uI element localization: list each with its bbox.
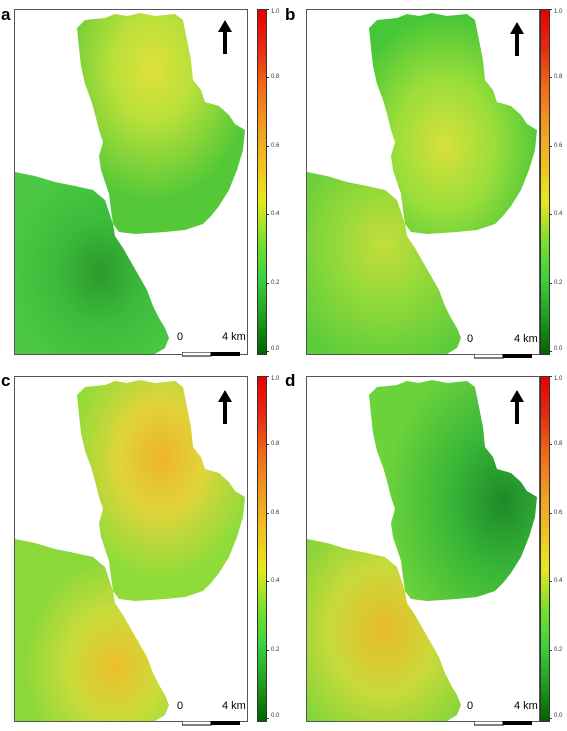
colorbar-d xyxy=(540,376,550,722)
colorbar-tick-mark xyxy=(549,718,552,719)
colorbar-tick-label: 0.8 xyxy=(271,74,280,80)
colorbar-tick-label: 0.6 xyxy=(554,510,563,516)
north-arrow-icon xyxy=(510,22,524,56)
colorbar-tick-mark xyxy=(549,77,552,78)
colorbar-tick-mark xyxy=(266,77,269,78)
colorbar-tick-label: 0.2 xyxy=(271,647,280,653)
colorbar-tick-mark xyxy=(266,214,269,215)
colorbar-tick-label: 0.2 xyxy=(554,280,563,286)
colorbar-ticks-c: 1.0 0.8 0.6 0.4 0.2 0.0 xyxy=(266,376,286,720)
north-arrow-icon xyxy=(218,20,232,54)
colorbar-tick-mark xyxy=(549,214,552,215)
scale-bar xyxy=(181,344,240,357)
map-b xyxy=(306,9,540,355)
scale-label-end: 4 km xyxy=(222,331,246,343)
map-b-canvas xyxy=(307,13,537,354)
colorbar-tick-label: 0.4 xyxy=(271,211,280,217)
colorbar-tick-mark xyxy=(266,376,269,377)
panel-letter-d: d xyxy=(285,371,296,390)
north-arrow-icon xyxy=(218,390,232,424)
colorbar-tick-label: 0.0 xyxy=(554,713,563,719)
colorbar-tick-label: 0.8 xyxy=(554,441,563,447)
colorbar-tick-label: 0.8 xyxy=(554,74,563,80)
region-north-a xyxy=(77,13,245,234)
panel-a: a 1.0 0.8 0.6 0.4 0.2 0.0 0 4 km xyxy=(0,0,283,364)
colorbar-a xyxy=(257,9,267,355)
colorbar-tick-label: 0.4 xyxy=(554,578,563,584)
panel-letter-a: a xyxy=(1,5,11,24)
region-north-b xyxy=(369,13,537,234)
colorbar-c xyxy=(257,376,267,722)
panel-letter-c: c xyxy=(1,371,11,390)
scale-label-end: 4 km xyxy=(514,700,538,712)
colorbar-tick-label: 0.6 xyxy=(271,143,280,149)
colorbar-tick-mark xyxy=(549,351,552,352)
map-d-canvas xyxy=(307,380,537,721)
colorbar-tick-mark xyxy=(549,650,552,651)
map-a xyxy=(14,9,248,355)
region-south-a xyxy=(15,172,169,354)
map-c xyxy=(14,376,248,722)
colorbar-tick-mark xyxy=(549,283,552,284)
colorbar-tick-mark xyxy=(266,283,269,284)
colorbar-tick-mark xyxy=(266,444,269,445)
colorbar-tick-label: 1.0 xyxy=(554,376,563,382)
scale-bar xyxy=(473,346,532,359)
region-south-c xyxy=(15,539,169,721)
panel-c: c 1.0 0.8 0.6 0.4 0.2 0.0 0 4 km xyxy=(0,364,283,728)
colorbar-tick-label: 0.2 xyxy=(554,647,563,653)
colorbar-tick-mark xyxy=(266,718,269,719)
scale-label-start: 0 xyxy=(177,700,184,712)
colorbar-tick-label: 0.6 xyxy=(271,510,280,516)
colorbar-tick-mark xyxy=(549,376,552,377)
colorbar-tick-label: 0.2 xyxy=(271,280,280,286)
colorbar-tick-label: 1.0 xyxy=(271,9,280,15)
region-south-b xyxy=(307,172,461,354)
panel-d: d 1.0 0.8 0.6 0.4 0.2 0.0 0 4 km xyxy=(284,364,567,728)
colorbar-tick-mark xyxy=(266,9,269,10)
scale-label-end: 4 km xyxy=(514,333,538,345)
colorbar-tick-label: 0.0 xyxy=(554,346,563,352)
colorbar-tick-label: 0.4 xyxy=(554,211,563,217)
region-north-d xyxy=(369,380,537,601)
colorbar-tick-mark xyxy=(266,146,269,147)
scale-label-start: 0 xyxy=(467,700,474,712)
colorbar-tick-mark xyxy=(266,351,269,352)
panel-letter-b: b xyxy=(285,5,296,24)
colorbar-tick-mark xyxy=(266,513,269,514)
colorbar-tick-mark xyxy=(266,650,269,651)
scale-bar xyxy=(181,713,240,726)
colorbar-tick-label: 1.0 xyxy=(271,376,280,382)
colorbar-tick-mark xyxy=(549,444,552,445)
colorbar-tick-label: 0.0 xyxy=(271,713,280,719)
colorbar-tick-label: 0.8 xyxy=(271,441,280,447)
colorbar-tick-mark xyxy=(549,9,552,10)
map-d xyxy=(306,376,540,722)
region-south-d xyxy=(307,539,461,721)
region-north-c xyxy=(77,380,245,601)
colorbar-b xyxy=(540,9,550,355)
scale-label-start: 0 xyxy=(467,333,474,345)
scale-label-start: 0 xyxy=(177,331,184,343)
panel-b: b 1.0 0.8 0.6 0.4 0.2 0.0 0 4 km xyxy=(284,0,567,364)
colorbar-tick-mark xyxy=(266,581,269,582)
colorbar-tick-label: 1.0 xyxy=(554,9,563,15)
colorbar-tick-mark xyxy=(549,146,552,147)
north-arrow-icon xyxy=(510,390,524,424)
map-c-canvas xyxy=(15,380,245,721)
colorbar-tick-mark xyxy=(549,581,552,582)
map-a-canvas xyxy=(15,13,245,354)
colorbar-ticks-b: 1.0 0.8 0.6 0.4 0.2 0.0 xyxy=(549,9,567,353)
colorbar-ticks-d: 1.0 0.8 0.6 0.4 0.2 0.0 xyxy=(549,376,567,720)
colorbar-tick-mark xyxy=(549,513,552,514)
scale-label-end: 4 km xyxy=(222,700,246,712)
colorbar-tick-label: 0.4 xyxy=(271,578,280,584)
scale-bar xyxy=(473,713,532,726)
colorbar-tick-label: 0.0 xyxy=(271,346,280,352)
colorbar-tick-label: 0.6 xyxy=(554,143,563,149)
colorbar-ticks-a: 1.0 0.8 0.6 0.4 0.2 0.0 xyxy=(266,9,286,353)
